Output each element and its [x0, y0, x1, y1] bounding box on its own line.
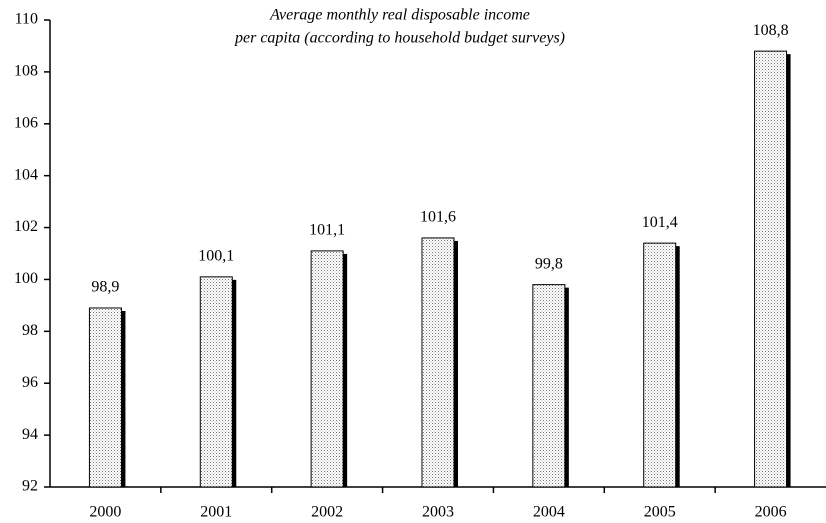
y-tick-label: 94: [22, 426, 38, 443]
x-tick-label: 2002: [311, 504, 343, 521]
data-label: 108,8: [753, 22, 789, 39]
x-tick-label: 2006: [755, 504, 787, 521]
data-label: 98,9: [91, 279, 119, 296]
chart-title: Average monthly real disposable income: [269, 7, 530, 24]
y-tick-label: 104: [14, 166, 38, 183]
x-tick-label: 2001: [200, 504, 232, 521]
bar: [643, 242, 677, 488]
y-tick-label: 96: [22, 374, 38, 391]
data-label: 100,1: [198, 248, 234, 265]
y-tick-label: 98: [22, 322, 38, 339]
data-label: 99,8: [535, 255, 563, 272]
bar: [88, 307, 122, 488]
y-tick-label: 108: [14, 63, 38, 80]
chart-title: per capita (according to household budge…: [234, 30, 565, 47]
y-tick-label: 92: [22, 478, 38, 495]
data-label: 101,1: [309, 222, 345, 239]
data-label: 101,4: [642, 214, 678, 231]
bar: [199, 276, 233, 488]
bar: [310, 250, 344, 488]
bar: [532, 284, 566, 488]
data-label: 101,6: [420, 209, 456, 226]
bar: [421, 237, 455, 488]
x-tick-label: 2005: [644, 504, 676, 521]
y-tick-label: 100: [14, 270, 38, 287]
bar: [754, 50, 788, 488]
x-tick-label: 2000: [89, 504, 121, 521]
x-tick-label: 2003: [422, 504, 454, 521]
y-tick-label: 110: [15, 11, 38, 28]
y-tick-label: 106: [14, 114, 38, 131]
y-tick-label: 102: [14, 218, 38, 235]
x-tick-label: 2004: [533, 504, 565, 521]
